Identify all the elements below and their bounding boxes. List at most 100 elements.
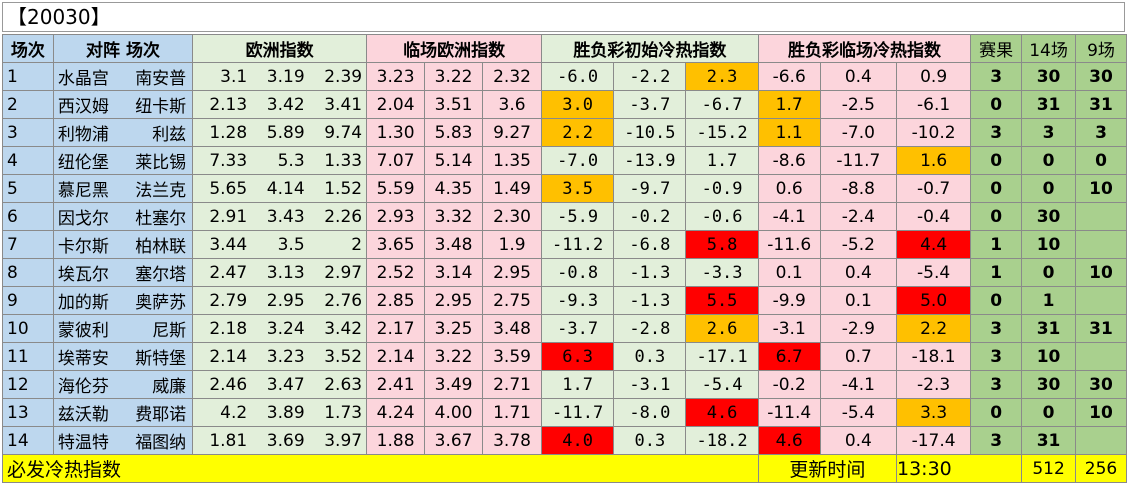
live-europe-odd: 2.32 xyxy=(482,62,543,91)
match-result: 3 xyxy=(970,62,1023,91)
live-europe-odd: 2.52 xyxy=(366,258,426,287)
live-europe-odd: 3.49 xyxy=(424,370,484,399)
live-cold-index: 4.6 xyxy=(757,426,821,455)
table-row: 7 卡尔斯 柏林联 3.44 3.5 2 3.65 3.48 1.9 -11.2 -6.8 5.8 -1… xyxy=(2,230,1127,259)
live-cold-index: 0.4 xyxy=(819,62,897,91)
round-number: 9 xyxy=(2,286,54,315)
home-team: 埃瓦尔 xyxy=(57,265,109,285)
home-team: 因戈尔 xyxy=(57,209,109,229)
footer-row: 必发冷热指数 更新时间 13:30 512 256 xyxy=(2,454,1127,483)
round-number: 8 xyxy=(2,258,54,287)
live-europe-odd: 3.32 xyxy=(424,202,484,231)
away-team: 威廉 xyxy=(152,377,187,397)
init-cold-index: -3.1 xyxy=(613,370,687,399)
live-europe-odd: 5.14 xyxy=(424,146,484,175)
live-europe-odd: 3.48 xyxy=(482,314,543,343)
live-europe-odd: 3.14 xyxy=(424,258,484,287)
europe-odds: 2.18 3.24 3.42 xyxy=(192,314,368,343)
live-cold-index: -5.4 xyxy=(895,258,972,287)
europe-odd: 3.43 xyxy=(266,206,305,227)
match-result: 3 xyxy=(970,370,1023,399)
init-cold-index: 4.0 xyxy=(541,426,615,455)
europe-odds: 2.46 3.47 2.63 xyxy=(192,370,368,399)
live-europe-odd: 2.75 xyxy=(482,286,543,315)
live-europe-odd: 3.67 xyxy=(424,426,484,455)
match-result: 0 xyxy=(970,174,1023,203)
home-team: 水晶宫 xyxy=(57,69,109,89)
live-europe-odd: 1.35 xyxy=(482,146,543,175)
live-cold-index: 1.1 xyxy=(757,118,821,147)
count-9: 30 xyxy=(1075,62,1127,91)
europe-odd: 3.97 xyxy=(324,430,363,451)
init-cold-index: 6.3 xyxy=(541,342,615,371)
live-europe-odd: 2.04 xyxy=(366,90,426,119)
init-cold-index: -5.9 xyxy=(541,202,615,231)
live-europe-odd: 3.22 xyxy=(424,342,484,371)
round-number: 11 xyxy=(2,342,54,371)
live-cold-index: -10.2 xyxy=(895,118,972,147)
match-cell: 纽伦堡 莱比锡 xyxy=(52,146,194,175)
table-row: 5 慕尼黑 法兰克 5.65 4.14 1.52 5.59 4.35 1.49 3.5 -9.7 -0… xyxy=(2,174,1127,203)
live-cold-index: -3.1 xyxy=(757,314,821,343)
count-9: 31 xyxy=(1075,90,1127,119)
init-cold-index: -10.5 xyxy=(613,118,687,147)
round-number: 5 xyxy=(2,174,54,203)
europe-odd: 2.91 xyxy=(209,206,248,227)
home-team: 埃蒂安 xyxy=(57,349,109,369)
round-number: 4 xyxy=(2,146,54,175)
europe-odd: 5.3 xyxy=(277,150,305,171)
count-9 xyxy=(1075,426,1127,455)
match-result: 3 xyxy=(970,426,1023,455)
init-cold-index: -13.9 xyxy=(613,146,687,175)
live-cold-index: -17.4 xyxy=(895,426,972,455)
count-9: 10 xyxy=(1075,398,1127,427)
europe-odd: 4.2 xyxy=(220,402,248,423)
europe-odd: 2.26 xyxy=(324,206,363,227)
europe-odd: 3.24 xyxy=(266,318,305,339)
home-team: 纽伦堡 xyxy=(57,153,109,173)
live-cold-index: -11.7 xyxy=(819,146,897,175)
europe-odd: 3.42 xyxy=(324,318,363,339)
europe-odd: 2.95 xyxy=(266,290,305,311)
europe-odd: 1.81 xyxy=(209,430,248,451)
header-match: 对阵 场次 xyxy=(52,34,194,63)
count-14: 0 xyxy=(1021,146,1076,175)
live-europe-odd: 3.23 xyxy=(366,62,426,91)
live-europe-odd: 2.41 xyxy=(366,370,426,399)
init-cold-index: -0.6 xyxy=(685,202,759,231)
init-cold-index: -9.3 xyxy=(541,286,615,315)
match-result: 3 xyxy=(970,314,1023,343)
europe-odd: 3.42 xyxy=(266,94,305,115)
round-number: 12 xyxy=(2,370,54,399)
init-cold-index: 5.5 xyxy=(685,286,759,315)
live-europe-odd: 9.27 xyxy=(482,118,543,147)
europe-odd: 4.14 xyxy=(266,178,305,199)
live-cold-index: -2.3 xyxy=(895,370,972,399)
init-cold-index: 4.6 xyxy=(685,398,759,427)
europe-odd: 3.89 xyxy=(266,402,305,423)
init-cold-index: -0.9 xyxy=(685,174,759,203)
table-row: 13 兹沃勒 费耶诺 4.2 3.89 1.73 4.24 4.00 1.71 -11.7 -8.0… xyxy=(2,398,1127,427)
live-europe-odd: 3.65 xyxy=(366,230,426,259)
match-cell: 加的斯 奥萨苏 xyxy=(52,286,194,315)
count-9 xyxy=(1075,202,1127,231)
europe-odds: 2.91 3.43 2.26 xyxy=(192,202,368,231)
count-9 xyxy=(1075,342,1127,371)
live-cold-index: -8.8 xyxy=(819,174,897,203)
count-9: 0 xyxy=(1075,146,1127,175)
europe-odd: 3.52 xyxy=(324,346,363,367)
init-cold-index: 2.2 xyxy=(541,118,615,147)
away-team: 纽卡斯 xyxy=(135,97,187,117)
match-result: 3 xyxy=(970,118,1023,147)
count-14: 3 xyxy=(1021,118,1076,147)
live-cold-index: 0.4 xyxy=(819,258,897,287)
table-row: 3 利物浦 利兹 1.28 5.89 9.74 1.30 5.83 9.27 2.2 -10.5 -1… xyxy=(2,118,1127,147)
match-result: 0 xyxy=(970,286,1023,315)
count-14: 30 xyxy=(1021,370,1076,399)
europe-odd: 3.5 xyxy=(277,234,305,255)
europe-odd: 1.33 xyxy=(324,150,363,171)
europe-odd: 7.33 xyxy=(209,150,248,171)
home-team: 加的斯 xyxy=(57,293,109,313)
match-result: 1 xyxy=(970,258,1023,287)
